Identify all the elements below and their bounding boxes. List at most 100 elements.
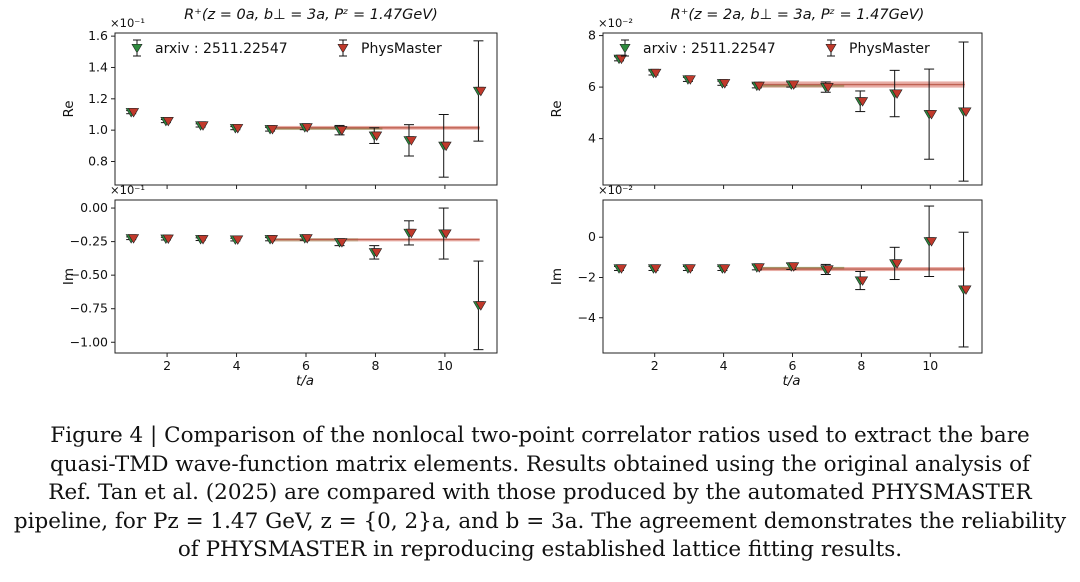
data-point-physmaster bbox=[719, 264, 731, 274]
data-point-physmaster bbox=[753, 81, 765, 92]
data-point-physmaster bbox=[650, 68, 662, 79]
legend-marker-arxiv bbox=[619, 43, 631, 54]
data-point-physmaster bbox=[925, 237, 938, 247]
y-tick-label: 1.4 bbox=[88, 59, 108, 74]
axis-scale-label: ×10⁻² bbox=[598, 183, 633, 197]
x-tick-label: 2 bbox=[651, 358, 659, 373]
data-point-physmaster bbox=[650, 264, 662, 274]
x-tick-label: 6 bbox=[789, 358, 797, 373]
data-point-physmaster bbox=[475, 301, 487, 311]
data-point-physmaster bbox=[405, 228, 417, 239]
x-tick-label: 4 bbox=[233, 358, 241, 373]
data-point-physmaster bbox=[788, 262, 800, 272]
x-tick-label: 10 bbox=[922, 358, 938, 373]
panel-title: R⁺(z = 2a, b⊥ = 3a, Pᶻ = 1.47GeV) bbox=[671, 7, 925, 23]
axis-scale-label: ×10⁻² bbox=[598, 16, 633, 30]
y-tick-label: −0.75 bbox=[70, 301, 108, 316]
data-point-physmaster bbox=[128, 108, 140, 118]
figure-caption: Figure 4 | Comparison of the nonlocal tw… bbox=[0, 422, 1080, 565]
x-axis-label: t/a bbox=[296, 373, 314, 389]
y-tick-label: −0.25 bbox=[70, 234, 108, 249]
data-point-physmaster bbox=[371, 248, 383, 258]
y-tick-label: 6 bbox=[588, 79, 596, 94]
data-point-physmaster bbox=[615, 54, 627, 65]
legend-marker-physmaster bbox=[337, 43, 349, 54]
data-point-physmaster bbox=[857, 97, 869, 107]
data-point-physmaster bbox=[440, 141, 452, 152]
data-point-physmaster bbox=[960, 107, 972, 117]
data-point-physmaster bbox=[822, 83, 834, 93]
y-tick-label: 8 bbox=[588, 28, 596, 43]
data-point-physmaster bbox=[615, 264, 627, 274]
x-tick-label: 10 bbox=[437, 358, 453, 373]
legend: arxiv : 2511.22547 PhysMaster bbox=[619, 39, 930, 57]
data-point-physmaster bbox=[266, 235, 278, 245]
data-point-physmaster bbox=[371, 131, 383, 141]
data-point-physmaster bbox=[684, 264, 696, 274]
y-axis-label: Re bbox=[61, 100, 77, 117]
data-point-physmaster bbox=[232, 124, 244, 134]
data-point-physmaster bbox=[266, 125, 278, 135]
y-tick-label: −1.00 bbox=[70, 334, 108, 349]
caption-line-2: quasi-TMD wave-function matrix elements.… bbox=[50, 451, 1030, 477]
y-tick-label: 1.6 bbox=[88, 28, 108, 43]
legend-label-arxiv: arxiv : 2511.22547 bbox=[155, 41, 288, 57]
caption-line-4: pipeline, for Pz = 1.47 GeV, z = {0, 2}a… bbox=[13, 508, 1067, 534]
data-point-physmaster bbox=[822, 265, 834, 275]
y-axis-label: Im bbox=[61, 268, 77, 285]
data-point-physmaster bbox=[719, 79, 731, 89]
y-tick-label: 0 bbox=[588, 229, 596, 244]
legend-label-physmaster: PhysMaster bbox=[849, 41, 930, 57]
axis-scale-label: ×10⁻¹ bbox=[110, 16, 145, 30]
axes-frame bbox=[114, 199, 498, 354]
data-point-physmaster bbox=[684, 75, 696, 85]
data-point-physmaster bbox=[162, 117, 174, 127]
y-tick-label: 1.0 bbox=[88, 122, 108, 137]
data-point-physmaster bbox=[891, 89, 903, 99]
legend-marker-arxiv bbox=[131, 43, 143, 54]
y-tick-label: 1.2 bbox=[88, 91, 108, 106]
x-tick-label: 6 bbox=[302, 358, 310, 373]
x-tick-label: 2 bbox=[163, 358, 171, 373]
data-point-physmaster bbox=[197, 121, 209, 131]
data-point-physmaster bbox=[925, 110, 938, 120]
legend: arxiv : 2511.22547 PhysMaster bbox=[131, 39, 442, 57]
data-point-physmaster bbox=[301, 234, 313, 244]
panel-bottom-left: 0.00 −0.25 −0.50 −0.75 −1.00 2 4 6 8 10 ×10⁻¹ Im t/a bbox=[61, 183, 498, 389]
data-point-physmaster bbox=[232, 235, 244, 245]
caption-line-5: of PHYSMASTER in reproducing established… bbox=[177, 537, 903, 562]
y-axis-label: Re bbox=[549, 100, 565, 117]
x-tick-label: 4 bbox=[720, 358, 728, 373]
y-tick-label: 4 bbox=[588, 131, 596, 146]
x-axis-label: t/a bbox=[782, 373, 800, 389]
data-point-physmaster bbox=[753, 263, 765, 273]
legend-label-physmaster: PhysMaster bbox=[361, 41, 442, 57]
y-tick-label: 0.8 bbox=[88, 153, 108, 168]
data-point-physmaster bbox=[301, 123, 313, 133]
figure-panels: 0.81.01.21.41.6×10⁻¹ R⁺(z = 0a, b⊥ = 3a, … bbox=[61, 7, 983, 389]
data-point-physmaster bbox=[891, 259, 903, 269]
y-tick-label: 0.00 bbox=[80, 200, 108, 215]
caption-line-1: Figure 4 | Comparison of the nonlocal tw… bbox=[50, 423, 1030, 448]
y-tick-label: −0.50 bbox=[70, 267, 108, 282]
legend-marker-physmaster bbox=[825, 43, 837, 54]
panel-top-right: 4 6 8×10⁻² R⁺(z = 2a, b⊥ = 3a, Pᶻ = 1.47GeV… bbox=[549, 7, 983, 189]
data-point-physmaster bbox=[162, 234, 174, 244]
data-point-physmaster bbox=[475, 86, 487, 97]
axis-scale-label: ×10⁻¹ bbox=[110, 183, 145, 197]
data-point-physmaster bbox=[857, 276, 869, 286]
data-point-physmaster bbox=[128, 234, 140, 244]
data-point-physmaster bbox=[960, 285, 972, 295]
legend-label-arxiv: arxiv : 2511.22547 bbox=[643, 41, 776, 57]
panel-top-left: 0.8 1.0 1.2 1.4 1.6×10⁻¹ R⁺(z = 0a, b⊥ = 3a, … bbox=[61, 7, 498, 189]
y-tick-label: −2 bbox=[578, 270, 596, 285]
y-tick-label: −4 bbox=[578, 310, 596, 325]
x-tick-label: 8 bbox=[371, 358, 379, 373]
data-point-physmaster bbox=[440, 229, 452, 239]
data-point-physmaster bbox=[197, 235, 209, 245]
data-point-physmaster bbox=[405, 136, 417, 146]
data-point-physmaster bbox=[336, 238, 348, 248]
panel-title: R⁺(z = 0a, b⊥ = 3a, Pᶻ = 1.47GeV) bbox=[184, 7, 438, 23]
panel-bottom-right: 0 −2 −4 2 4 6 8 10 ×10⁻² Im t/a bbox=[549, 183, 983, 389]
caption-line-3: Ref. Tan et al. (2025) are compared with… bbox=[48, 480, 1032, 505]
